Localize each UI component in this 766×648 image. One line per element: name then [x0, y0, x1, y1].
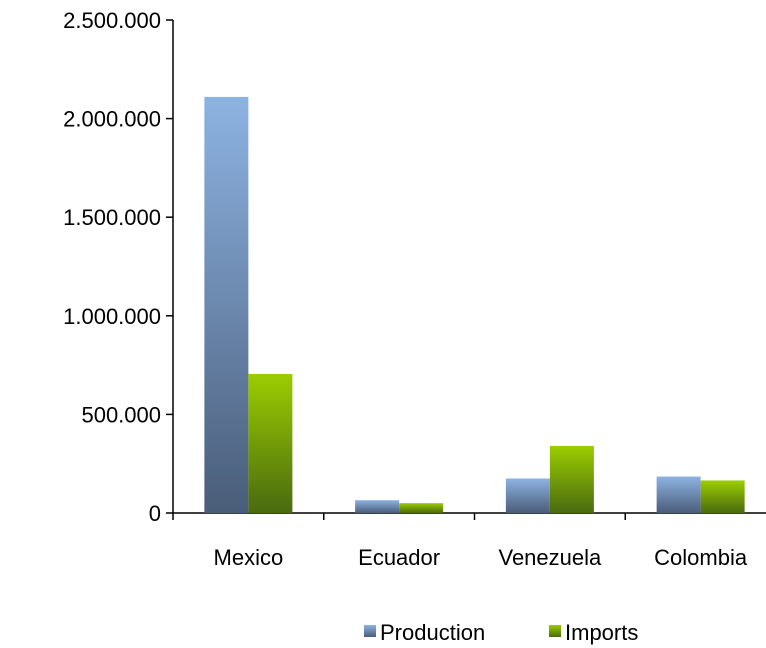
x-tick-label: Ecuador [358, 545, 440, 570]
bar-imports-ecuador [399, 503, 444, 513]
legend-swatch-production [364, 625, 376, 637]
legend-swatch-imports [549, 625, 561, 637]
x-tick-label: Mexico [214, 545, 284, 570]
x-tick-label: Venezuela [498, 545, 602, 570]
y-tick-label: 2.000.000 [63, 107, 161, 132]
bar-production-colombia [656, 476, 701, 513]
y-axis: 0 500.000 1.000.000 1.500.000 2.000.000 2.500… [63, 8, 174, 526]
bar-production-mexico [204, 96, 249, 514]
bar-imports-venezuela [549, 445, 594, 513]
bar-imports-mexico [248, 373, 293, 513]
bar-production-venezuela [505, 478, 550, 513]
bar-production-ecuador [355, 500, 400, 513]
y-tick-label: 0 [149, 501, 161, 526]
x-axis: Mexico Ecuador Venezuela Colombia [172, 512, 766, 570]
y-tick-label: 500.000 [81, 402, 161, 427]
legend-label-production: Production [380, 620, 485, 645]
y-tick-label: 2.500.000 [63, 8, 161, 33]
legend: Production Imports [364, 620, 638, 645]
bar-imports-colombia [700, 480, 745, 513]
y-tick-label: 1.500.000 [63, 205, 161, 230]
x-tick-label: Colombia [654, 545, 748, 570]
legend-label-imports: Imports [565, 620, 638, 645]
bars [204, 96, 745, 514]
y-tick-label: 1.000.000 [63, 304, 161, 329]
